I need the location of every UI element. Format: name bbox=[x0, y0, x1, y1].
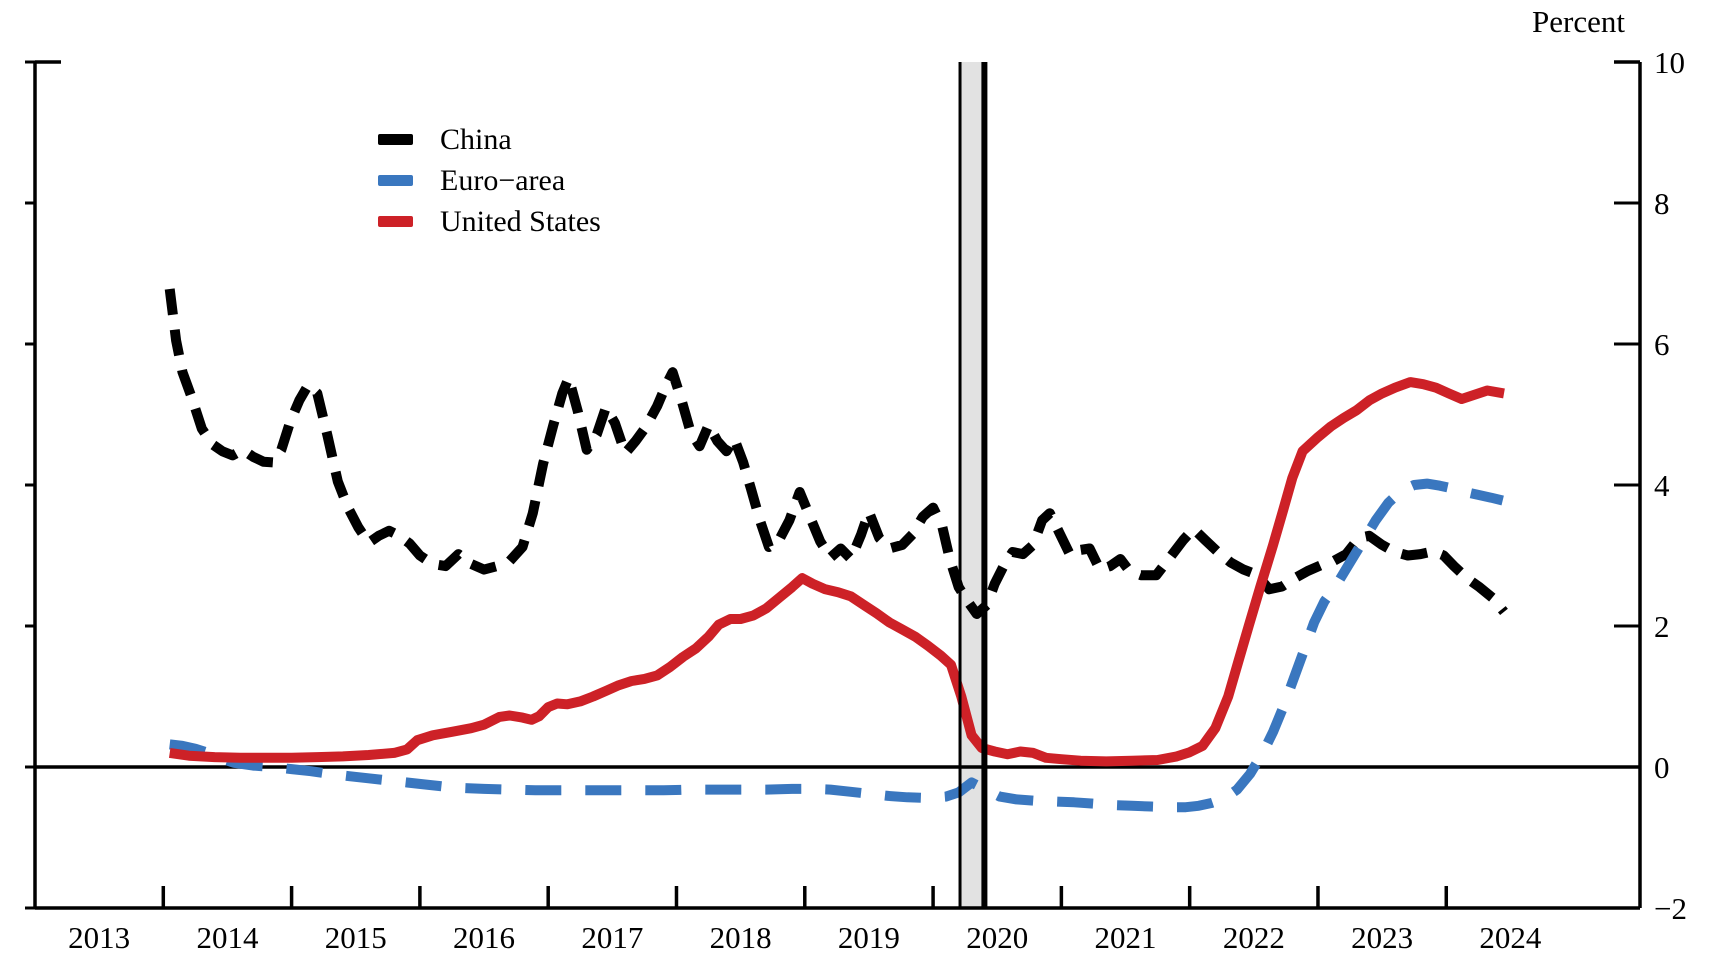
legend: China Euro−area United States bbox=[378, 119, 601, 242]
series-line-china bbox=[164, 288, 1508, 619]
legend-label-euro-area: Euro−area bbox=[440, 163, 566, 197]
x-year-label: 2015 bbox=[325, 920, 387, 955]
legend-item-china: China bbox=[378, 119, 601, 160]
y-tick-label: 2 bbox=[1654, 609, 1670, 644]
x-year-label: 2020 bbox=[966, 920, 1028, 955]
x-year-label: 2024 bbox=[1479, 920, 1542, 955]
legend-item-united-states: United States bbox=[378, 201, 601, 242]
y-axis-title: Percent bbox=[1532, 4, 1625, 39]
x-year-label: 2016 bbox=[453, 920, 515, 955]
y-tick-label: 4 bbox=[1654, 468, 1670, 503]
y-tick-label: 10 bbox=[1654, 45, 1685, 80]
x-year-label: 2014 bbox=[196, 920, 259, 955]
series-line-united-states bbox=[168, 377, 1505, 767]
legend-label-united-states: United States bbox=[440, 204, 601, 238]
x-year-label: 2019 bbox=[838, 920, 900, 955]
legend-item-euro-area: Euro−area bbox=[378, 160, 601, 201]
x-year-label: 2023 bbox=[1351, 920, 1413, 955]
x-year-label: 2022 bbox=[1223, 920, 1285, 955]
legend-swatch-united-states bbox=[378, 216, 413, 227]
x-year-label: 2021 bbox=[1095, 920, 1157, 955]
y-tick-label: −2 bbox=[1654, 891, 1687, 926]
legend-label-china: China bbox=[440, 122, 512, 156]
y-tick-label: 6 bbox=[1654, 327, 1670, 362]
y-tick-label: 8 bbox=[1654, 186, 1670, 221]
legend-swatch-china bbox=[378, 134, 413, 145]
x-year-label: 2018 bbox=[710, 920, 772, 955]
legend-swatch-euro-area bbox=[378, 175, 413, 186]
x-year-label: 2013 bbox=[68, 920, 130, 955]
y-tick-label: 0 bbox=[1654, 750, 1670, 785]
x-year-label: 2017 bbox=[581, 920, 643, 955]
